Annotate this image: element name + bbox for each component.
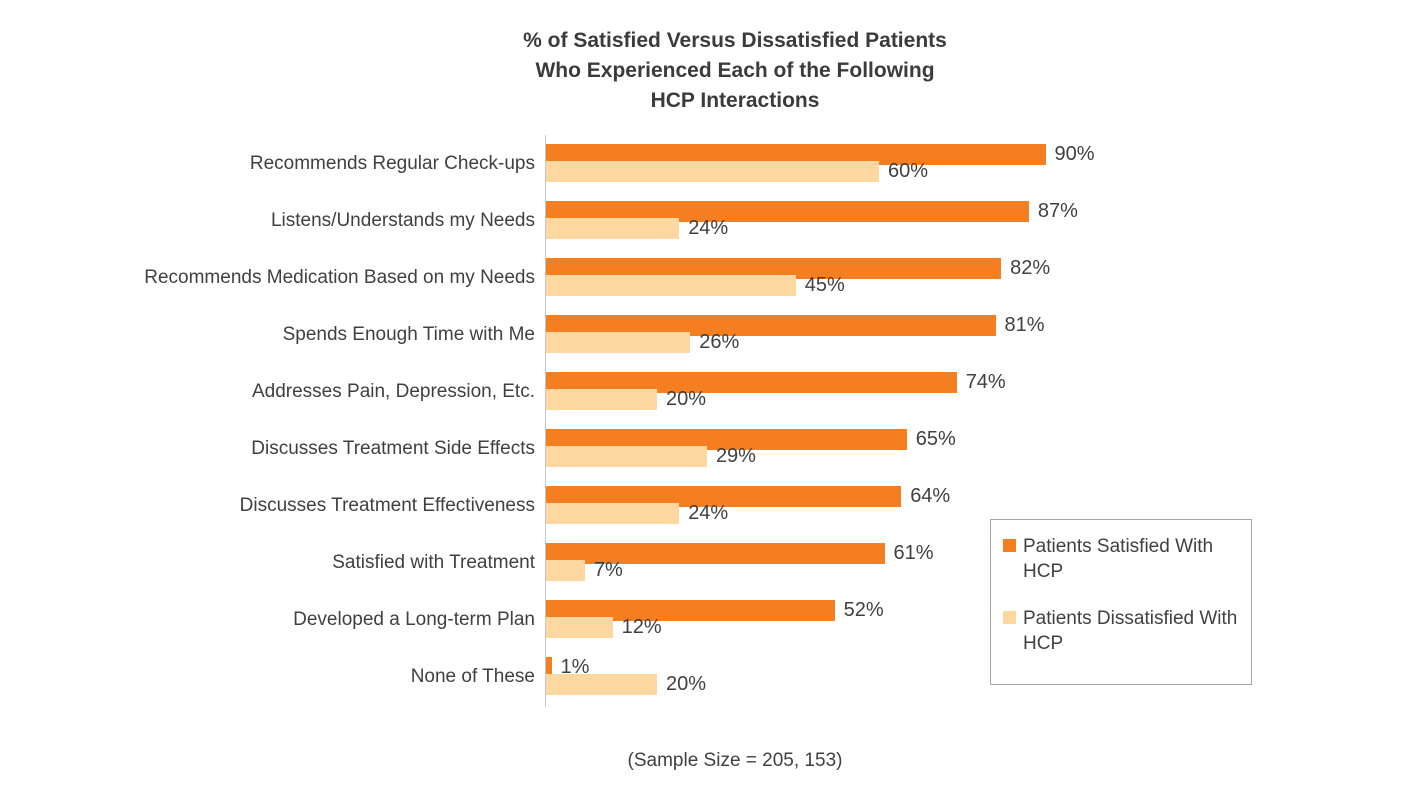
category-label: Discusses Treatment Effectiveness	[239, 494, 535, 516]
value-label: 20%	[666, 673, 707, 695]
bar-group: 64% 24%	[546, 477, 1246, 534]
category-label: Satisfied with Treatment	[332, 551, 535, 573]
legend-entry: Patients Satisfied With HCP	[1003, 534, 1241, 584]
category-label: Spends Enough Time with Me	[282, 323, 535, 345]
value-label: 64%	[910, 485, 951, 507]
legend-label: Patients Satisfied With HCP	[1023, 536, 1214, 582]
bar-dissatisfied	[546, 560, 585, 581]
category-label: None of These	[410, 665, 535, 687]
legend-entry: Patients Dissatisfied With HCP	[1003, 606, 1241, 656]
bar-satisfied	[546, 600, 835, 621]
value-label: 45%	[804, 274, 845, 296]
bar-satisfied	[546, 315, 996, 336]
bar-group: 90% 60%	[546, 135, 1246, 192]
value-label: 90%	[1054, 143, 1095, 165]
category-label: Listens/Understands my Needs	[270, 209, 535, 231]
value-label: 24%	[688, 217, 729, 239]
bar-group: 61% 7%	[546, 534, 1246, 591]
bar-dissatisfied	[546, 674, 657, 695]
category-label: Recommends Regular Check-ups	[249, 152, 535, 174]
bars-area: 90% 60% 87% 24% 82% 45% 81% 26% 74% 20% 65% 29% 64% 2…	[546, 135, 1246, 705]
value-label: 12%	[621, 616, 662, 638]
value-label: 87%	[1037, 200, 1078, 222]
bar-dissatisfied	[546, 161, 879, 182]
value-label: 20%	[666, 388, 707, 410]
bar-satisfied	[546, 429, 907, 450]
legend: Patients Satisfied With HCP Patients Diss…	[990, 519, 1252, 685]
legend-swatch-dissatisfied	[1003, 611, 1016, 624]
value-label: 1%	[560, 656, 590, 678]
bar-satisfied	[546, 543, 885, 564]
bar-group: 52% 12%	[546, 591, 1246, 648]
bar-satisfied	[546, 486, 902, 507]
bar-dissatisfied	[546, 275, 796, 296]
bar-dissatisfied	[546, 617, 613, 638]
category-label: Discusses Treatment Side Effects	[251, 437, 535, 459]
bar-satisfied	[546, 372, 957, 393]
bar-dissatisfied	[546, 218, 680, 239]
bar-group: 82% 45%	[546, 249, 1246, 306]
bar-satisfied	[546, 657, 552, 678]
bar-satisfied	[546, 258, 1002, 279]
bar-dissatisfied	[546, 446, 707, 467]
value-label: 61%	[893, 542, 934, 564]
y-axis-line	[545, 135, 546, 707]
category-label: Recommends Medication Based on my Needs	[144, 266, 535, 288]
chart-title: % of Satisfied Versus Dissatisfied Patie…	[523, 29, 947, 112]
category-labels: Recommends Regular Check-ups Listens/Unde…	[0, 135, 535, 705]
value-label: 60%	[888, 160, 929, 182]
value-label: 65%	[915, 428, 956, 450]
legend-swatch-satisfied	[1003, 539, 1016, 552]
bar-group: 74% 20%	[546, 363, 1246, 420]
value-label: 74%	[965, 371, 1006, 393]
value-label: 81%	[1004, 314, 1045, 336]
bar-group: 81% 26%	[546, 306, 1246, 363]
value-label: 29%	[715, 445, 756, 467]
bar-dissatisfied	[546, 389, 657, 410]
value-label: 24%	[688, 502, 729, 524]
bar-group: 1% 20%	[546, 648, 1246, 705]
value-label: 52%	[843, 599, 884, 621]
bar-satisfied	[546, 144, 1046, 165]
bar-dissatisfied	[546, 332, 691, 353]
legend-label: Patients Dissatisfied With HCP	[1023, 608, 1238, 654]
bar-group: 87% 24%	[546, 192, 1246, 249]
value-label: 7%	[593, 559, 623, 581]
value-label: 26%	[699, 331, 740, 353]
category-label: Addresses Pain, Depression, Etc.	[251, 380, 535, 402]
bar-dissatisfied	[546, 503, 680, 524]
bar-group: 65% 29%	[546, 420, 1246, 477]
sample-size-note: (Sample Size = 205, 153)	[627, 750, 843, 771]
bar-satisfied	[546, 201, 1029, 222]
value-label: 82%	[1010, 257, 1051, 279]
category-label: Developed a Long-term Plan	[293, 608, 535, 630]
